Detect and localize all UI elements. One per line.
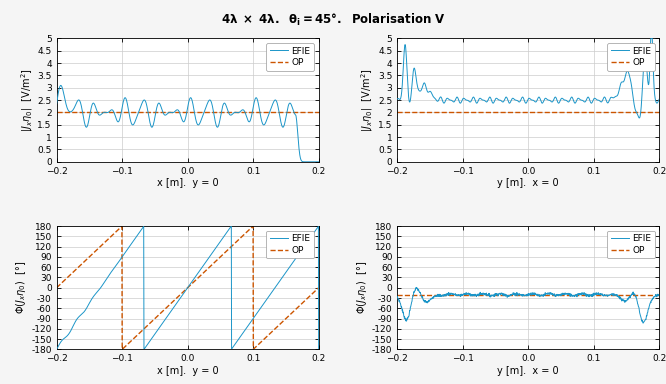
- EFIE: [413, 285, 421, 290]
- EFIE: [262, 119, 270, 124]
- EFIE: [573, 292, 581, 296]
- X-axis label: x [m].  y = 0: x [m]. y = 0: [157, 366, 218, 376]
- EFIE: [53, 347, 61, 352]
- Text: $\mathbf{4\lambda\ \times\ 4\lambda.\ \ \theta_i = 45°.\ \ Polarisation\ V}$: $\mathbf{4\lambda\ \times\ 4\lambda.\ \ …: [221, 12, 445, 28]
- EFIE: [227, 224, 235, 228]
- EFIE: [394, 97, 402, 101]
- EFIE: [233, 110, 241, 115]
- EFIE: [314, 347, 322, 352]
- EFIE: [394, 294, 402, 299]
- Line: EFIE: EFIE: [398, 38, 659, 118]
- OP: [159, 309, 167, 313]
- EFIE: [233, 339, 241, 344]
- EFIE: [420, 300, 428, 304]
- EFIE: [168, 110, 176, 115]
- Legend: EFIE, OP: EFIE, OP: [607, 230, 655, 258]
- Legend: EFIE, OP: EFIE, OP: [266, 230, 314, 258]
- Y-axis label: $\Phi(J_x \eta_0)$  [°]: $\Phi(J_x \eta_0)$ [°]: [15, 261, 29, 314]
- EFIE: [639, 321, 647, 325]
- OP: [53, 285, 61, 290]
- OP: [314, 285, 322, 290]
- EFIE: [597, 99, 605, 104]
- EFIE: [168, 308, 176, 312]
- OP: [262, 335, 270, 339]
- EFIE: [53, 102, 61, 106]
- Line: EFIE: EFIE: [398, 287, 659, 323]
- EFIE: [159, 321, 166, 325]
- X-axis label: y [m].  x = 0: y [m]. x = 0: [498, 179, 559, 189]
- EFIE: [602, 98, 610, 103]
- Y-axis label: $|J_x \eta_0|$  [V/m$^2$]: $|J_x \eta_0|$ [V/m$^2$]: [19, 68, 35, 132]
- OP: [118, 347, 126, 352]
- EFIE: [509, 96, 517, 101]
- EFIE: [573, 97, 581, 101]
- Legend: EFIE, OP: EFIE, OP: [266, 43, 314, 71]
- Y-axis label: $|J_x \eta_0|$  [V/m$^2$]: $|J_x \eta_0|$ [V/m$^2$]: [360, 68, 375, 132]
- EFIE: [420, 81, 428, 85]
- OP: [258, 339, 266, 344]
- EFIE: [79, 310, 87, 315]
- X-axis label: y [m].  x = 0: y [m]. x = 0: [498, 366, 559, 376]
- OP: [249, 224, 257, 228]
- OP: [168, 300, 176, 305]
- EFIE: [509, 291, 517, 296]
- Legend: EFIE, OP: EFIE, OP: [607, 43, 655, 71]
- EFIE: [500, 99, 507, 104]
- OP: [79, 260, 87, 265]
- Y-axis label: $\Phi(J_x \eta_0)$  [°]: $\Phi(J_x \eta_0)$ [°]: [355, 261, 369, 314]
- EFIE: [647, 36, 655, 41]
- EFIE: [257, 117, 265, 121]
- EFIE: [655, 96, 663, 101]
- EFIE: [257, 305, 265, 310]
- OP: [233, 239, 241, 244]
- EFIE: [500, 293, 507, 298]
- EFIE: [603, 293, 611, 298]
- X-axis label: x [m].  y = 0: x [m]. y = 0: [157, 179, 218, 189]
- Line: EFIE: EFIE: [57, 85, 318, 162]
- EFIE: [314, 159, 322, 164]
- EFIE: [655, 293, 663, 298]
- EFIE: [635, 116, 643, 120]
- EFIE: [57, 83, 65, 88]
- EFIE: [262, 298, 270, 303]
- EFIE: [159, 110, 167, 114]
- EFIE: [598, 292, 606, 297]
- EFIE: [80, 116, 88, 121]
- Line: OP: OP: [57, 226, 318, 349]
- Line: EFIE: EFIE: [57, 226, 318, 349]
